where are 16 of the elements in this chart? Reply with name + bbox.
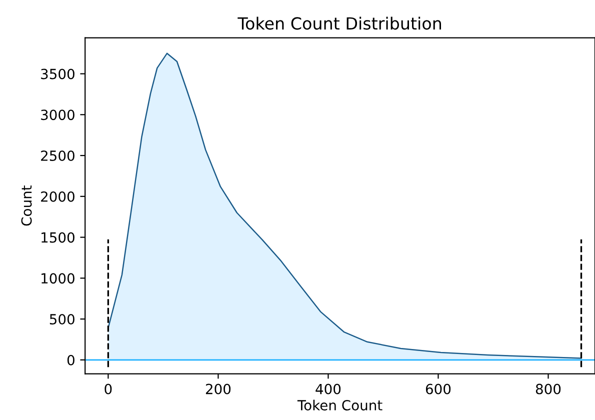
y-tick-label: 1500: [42, 232, 74, 243]
y-tick-label: 1000: [42, 273, 74, 284]
x-tick-label: 600: [426, 384, 451, 394]
chart-title: Token Count Distribution: [238, 16, 441, 30]
x-axis-title: Token Count: [297, 400, 382, 410]
x-tick-label: 0: [104, 384, 112, 394]
y-tick-label: 3000: [41, 110, 74, 120]
x-tick-label: 200: [206, 384, 231, 394]
x-tick-label: 400: [316, 384, 341, 394]
y-tick-label: 500: [50, 314, 74, 324]
y-axis-title: Count: [21, 186, 32, 226]
y-tick-label: 0: [67, 354, 74, 366]
y-tick-label: 2500: [41, 150, 74, 161]
y-tick-label: 3500: [41, 68, 74, 80]
y-tick-label: 2000: [41, 191, 74, 202]
x-tick-label: 800: [536, 384, 561, 394]
